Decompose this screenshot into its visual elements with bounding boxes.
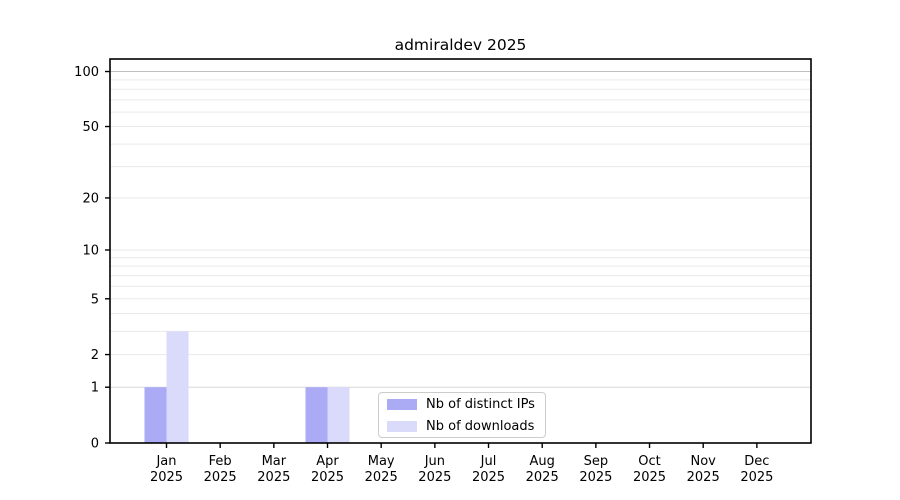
x-tick-label-year-apr: 2025 (311, 470, 344, 485)
bar-distinct-ips-jan (144, 387, 167, 443)
x-tick-label-month-oct: Oct (638, 454, 660, 469)
x-tick-label-month-may: May (368, 454, 395, 469)
legend-swatch-distinct-ips (387, 398, 417, 410)
legend-swatch-downloads (387, 420, 417, 432)
legend-row-distinct-ips: Nb of distinct IPs (387, 397, 537, 412)
x-tick-label-month-nov: Nov (691, 454, 717, 469)
legend: Nb of distinct IPs Nb of downloads (378, 392, 546, 438)
x-tick-label-month-apr: Apr (316, 454, 339, 469)
x-tick-label-year-jan: 2025 (150, 470, 183, 485)
x-tick-label-year-aug: 2025 (526, 470, 559, 485)
x-tick-label-year-nov: 2025 (687, 470, 720, 485)
bar-distinct-ips-apr (305, 387, 328, 443)
y-tick-label-100: 100 (74, 65, 99, 80)
x-tick-label-month-dec: Dec (744, 454, 769, 469)
x-tick-label-year-sep: 2025 (579, 470, 612, 485)
x-tick-label-year-jul: 2025 (472, 470, 505, 485)
x-tick-label-month-mar: Mar (262, 454, 287, 469)
x-tick-label-month-sep: Sep (584, 454, 609, 469)
legend-label-downloads: Nb of downloads (426, 418, 535, 434)
x-tick-label-year-dec: 2025 (740, 470, 773, 485)
bar-downloads-apr (327, 387, 350, 443)
x-tick-label-month-jun: Jun (424, 454, 445, 469)
y-tick-label-20: 20 (82, 191, 99, 206)
x-tick-label-year-oct: 2025 (633, 470, 666, 485)
y-tick-label-10: 10 (82, 243, 99, 258)
x-tick-label-year-jun: 2025 (418, 470, 451, 485)
plot-border (109, 58, 812, 444)
y-tick-label-2: 2 (91, 348, 99, 363)
legend-row-downloads: Nb of downloads (387, 419, 537, 434)
x-tick-label-year-feb: 2025 (204, 470, 237, 485)
y-tick-label-1: 1 (91, 381, 99, 396)
x-tick-label-month-jan: Jan (155, 454, 176, 469)
x-tick-label-year-may: 2025 (365, 470, 398, 485)
y-tick-label-0: 0 (91, 437, 99, 452)
x-tick-label-month-jul: Jul (480, 454, 497, 469)
y-tick-label-50: 50 (82, 120, 99, 135)
bar-downloads-jan (166, 331, 189, 443)
legend-label-distinct-ips: Nb of distinct IPs (426, 396, 535, 412)
y-tick-label-5: 5 (91, 292, 99, 307)
x-tick-label-month-feb: Feb (209, 454, 232, 469)
x-tick-label-year-mar: 2025 (257, 470, 290, 485)
chart-title: admiraldev 2025 (394, 36, 527, 54)
x-tick-label-month-aug: Aug (529, 454, 554, 469)
